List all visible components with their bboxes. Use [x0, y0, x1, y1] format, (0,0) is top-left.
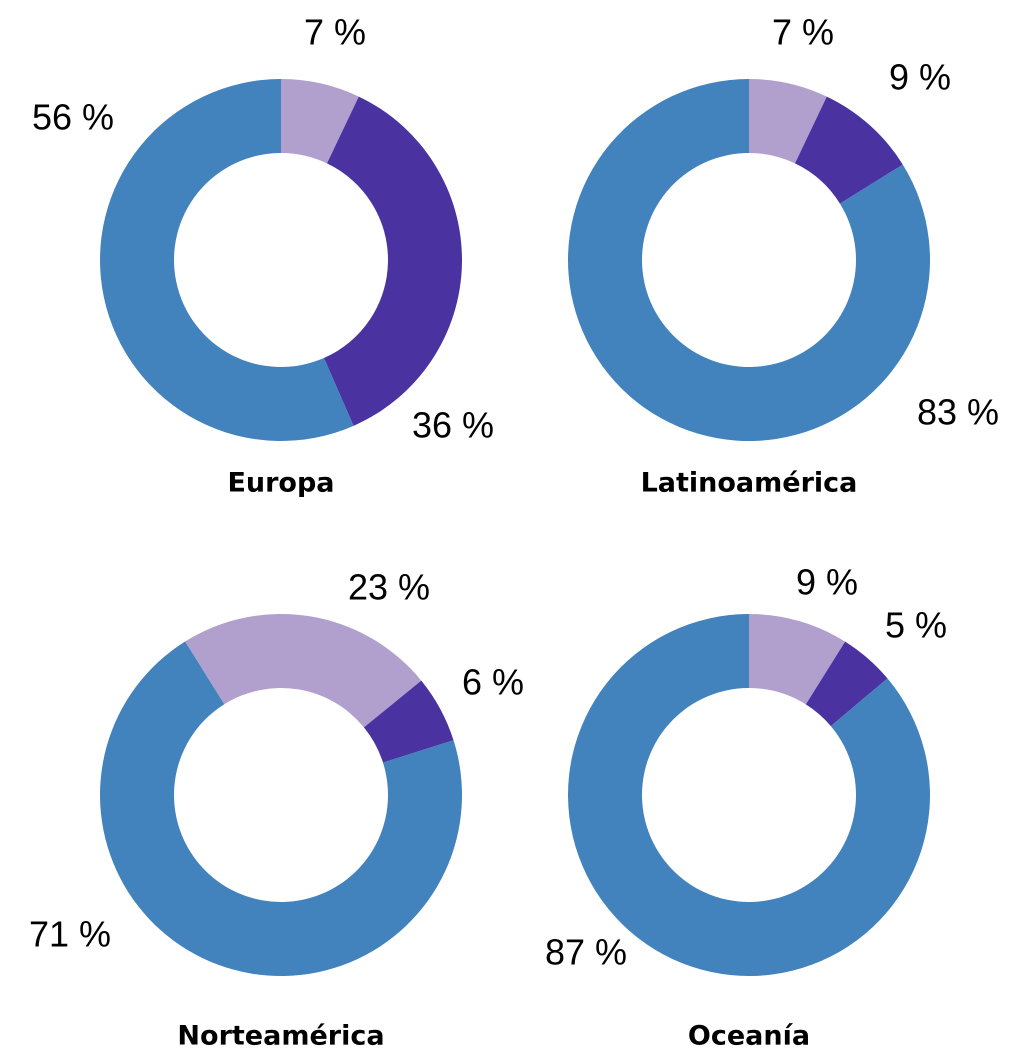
- donut-segment: [185, 614, 422, 728]
- value-label: 36 %: [412, 405, 494, 446]
- value-label: 9 %: [889, 57, 951, 98]
- value-label: 7 %: [772, 12, 834, 53]
- donut-segment: [568, 79, 931, 441]
- value-label: 6 %: [462, 662, 524, 703]
- value-label: 87 %: [545, 932, 627, 973]
- donut-segment: [749, 79, 827, 164]
- value-label: 56 %: [32, 97, 114, 138]
- donut-segment: [568, 614, 930, 977]
- chart-title: Norteamérica: [177, 1021, 384, 1052]
- donut-segment: [323, 96, 463, 426]
- value-label: 5 %: [885, 605, 947, 646]
- value-label: 9 %: [796, 562, 858, 603]
- value-label: 7 %: [304, 12, 366, 53]
- value-label: 83 %: [917, 392, 999, 433]
- donut-segment: [100, 641, 462, 977]
- donut-segment: [805, 641, 888, 727]
- donut-segment: [749, 614, 846, 705]
- donut-segment: [281, 79, 359, 164]
- chart-title: Europa: [227, 468, 334, 499]
- donut-segment: [794, 96, 903, 204]
- chart-title: Latinoamérica: [641, 468, 858, 499]
- value-label: 23 %: [348, 567, 430, 608]
- donut-segment: [363, 680, 454, 763]
- chart-title: Oceanía: [688, 1021, 810, 1052]
- value-label: 71 %: [29, 914, 111, 955]
- donut-segment: [100, 79, 354, 441]
